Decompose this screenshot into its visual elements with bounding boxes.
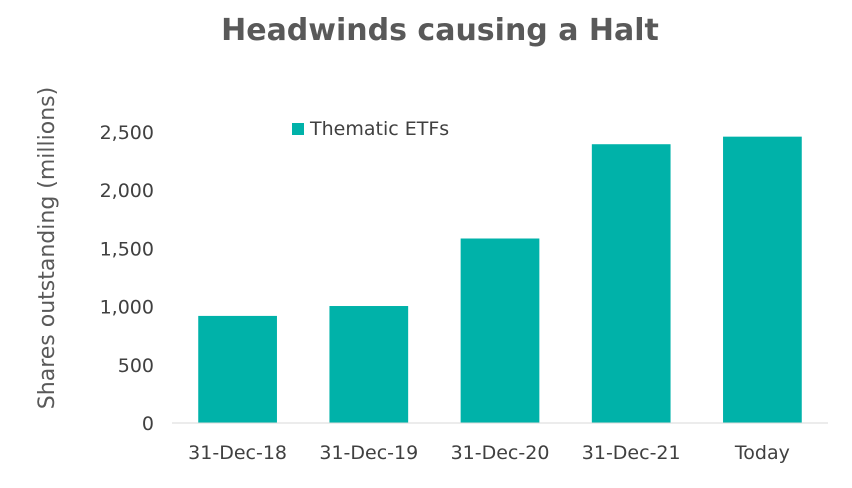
y-axis-title: Shares outstanding (millions) [35,87,60,409]
x-axis-ticks: 31-Dec-18 31-Dec-19 31-Dec-20 31-Dec-21 Toda… [188,442,790,464]
x-tick-label: 31-Dec-19 [319,442,418,464]
y-tick-label: 500 [118,355,154,377]
legend-label-thematic-etfs: Thematic ETFs [309,118,449,140]
x-tick-label: 31-Dec-18 [188,442,287,464]
bar-31-dec-18 [198,315,277,423]
x-tick-label: 31-Dec-20 [451,442,550,464]
legend-swatch-thematic-etfs [292,123,304,135]
y-tick-label: 0 [142,413,154,435]
bar-31-dec-20 [460,238,540,423]
bar-31-dec-21 [591,144,671,424]
y-tick-label: 2,500 [100,122,154,144]
y-axis-ticks: 0 500 1,000 1,500 2,000 2,500 [100,122,154,435]
chart-title: Headwinds causing a Halt [221,13,659,48]
y-tick-label: 1,500 [100,238,154,260]
bar-31-dec-19 [329,306,409,423]
bar-series [198,136,802,424]
x-tick-label: Today [734,442,790,464]
legend: Thematic ETFs [292,118,449,140]
y-tick-label: 1,000 [100,297,154,319]
y-tick-label: 2,000 [100,180,154,202]
bar-today [723,136,802,423]
x-tick-label: 31-Dec-21 [582,442,681,464]
